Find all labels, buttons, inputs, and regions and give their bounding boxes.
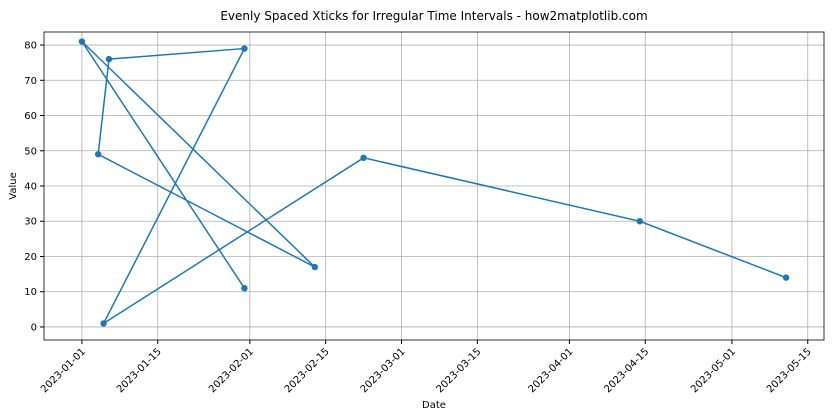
y-tick-label: 10 <box>24 287 37 298</box>
chart-title: Evenly Spaced Xticks for Irregular Time … <box>220 9 647 23</box>
y-tick-label: 80 <box>24 41 37 52</box>
x-tick-label: 2023-01-01 <box>39 346 88 395</box>
point <box>360 154 367 162</box>
line <box>81 40 787 326</box>
x-tick-label: 2023-02-01 <box>207 346 256 395</box>
y-tick-label: 70 <box>24 76 37 87</box>
x-tick-label: 2023-03-01 <box>359 346 408 395</box>
point <box>100 320 107 327</box>
point <box>105 55 113 63</box>
y-tick-label: 20 <box>24 252 37 263</box>
point <box>241 45 248 52</box>
plot-frame <box>43 31 825 341</box>
point <box>241 284 248 292</box>
y-axis-label: Value <box>8 172 19 199</box>
point <box>636 218 644 225</box>
point <box>94 151 102 158</box>
y-tick-label: 30 <box>24 217 37 228</box>
x-tick-label: 2023-05-15 <box>765 346 814 395</box>
point <box>78 38 86 45</box>
x-tick-label: 2023-03-15 <box>435 346 484 395</box>
y-tick-label: 50 <box>24 146 37 157</box>
point <box>782 274 790 281</box>
x-axis-label: Date <box>422 400 446 411</box>
x-tick-label: 2023-05-01 <box>689 346 738 395</box>
y-tick-label: 0 <box>31 322 37 333</box>
x-tick-label: 2023-04-01 <box>527 346 576 395</box>
x-tick-label: 2023-01-15 <box>115 346 164 395</box>
x-tick-label: 2023-04-15 <box>602 346 651 395</box>
y-tick-label: 60 <box>24 111 37 122</box>
x-tick-label: 2023-02-15 <box>283 346 332 395</box>
y-tick-label: 40 <box>24 182 37 193</box>
point <box>311 263 319 271</box>
